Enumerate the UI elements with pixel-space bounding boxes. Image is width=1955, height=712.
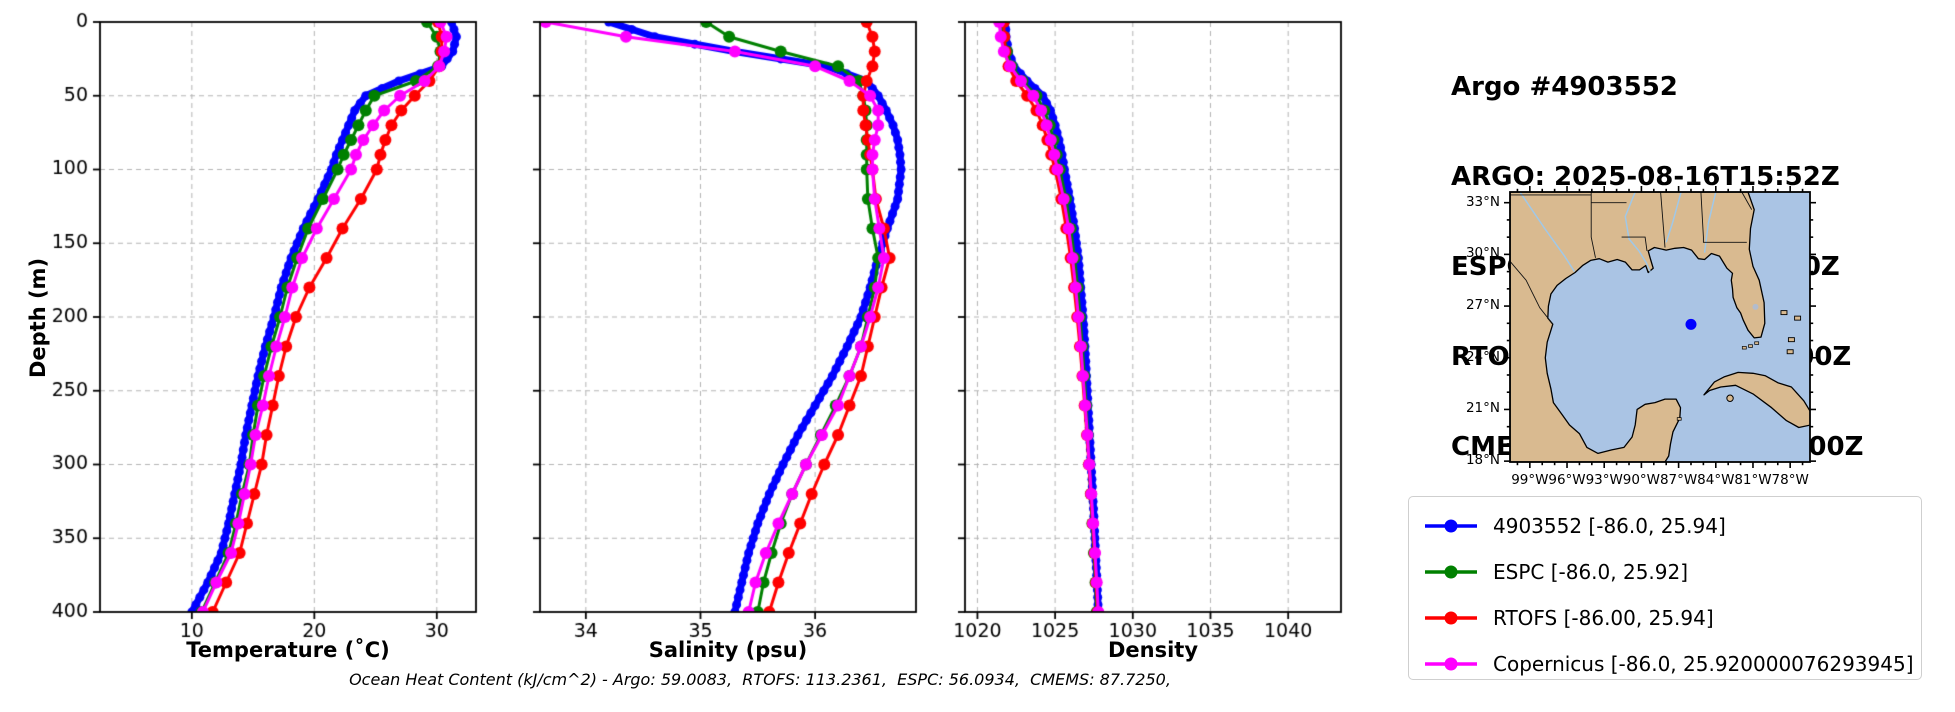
- legend-label-argo: 4903552 [-86.0, 25.94]: [1493, 514, 1726, 538]
- lon-tick-label: 93°W: [1585, 472, 1623, 488]
- legend-row-argo: 4903552 [-86.0, 25.94]: [1423, 503, 1921, 549]
- map-canvas: [1504, 186, 1816, 468]
- legend-label-espc: ESPC [-86.0, 25.92]: [1493, 560, 1689, 584]
- lon-tick-label: 87°W: [1659, 472, 1698, 488]
- lon-tick-label: 78°W: [1771, 472, 1809, 488]
- lat-tick-label: 21°N: [1465, 400, 1500, 417]
- lat-tick-label: 30°N: [1465, 245, 1500, 262]
- argo-line-sample: [1425, 519, 1477, 533]
- lat-tick-label: 33°N: [1465, 193, 1500, 210]
- float-position-marker: [1685, 318, 1697, 330]
- lat-tick-label: 27°N: [1465, 297, 1500, 314]
- legend: 4903552 [-86.0, 25.94] ESPC [-86.0, 25.9…: [1408, 496, 1922, 680]
- legend-row-espc: ESPC [-86.0, 25.92]: [1423, 549, 1921, 595]
- lon-tick-label: 96°W: [1548, 472, 1586, 488]
- float-id-title: Argo #4903552: [1451, 72, 1678, 102]
- lat-tick-label: 18°N: [1465, 452, 1500, 469]
- ocean-heat-content-caption: Ocean Heat Content (kJ/cm^2) - Argo: 59.…: [349, 670, 1171, 689]
- legend-label-rtofs: RTOFS [-86.00, 25.94]: [1493, 606, 1714, 630]
- gulf-of-mexico-map: [1504, 186, 1816, 468]
- lat-tick-label: 24°N: [1465, 348, 1500, 365]
- temperature-axis-title: Temperature (˚C): [186, 638, 390, 662]
- depth-axis-label: Depth (m): [26, 257, 50, 379]
- legend-row-copernicus: Copernicus [-86.0, 25.920000076293945]: [1423, 641, 1921, 687]
- salinity-axis-title: Salinity (psu): [648, 638, 808, 662]
- lon-tick-label: 81°W: [1734, 472, 1772, 488]
- legend-label-copernicus: Copernicus [-86.0, 25.920000076293945]: [1493, 652, 1914, 676]
- argo-timestamp: ARGO: 2025-08-16T15:52Z: [1451, 162, 1840, 192]
- copernicus-line-sample: [1425, 657, 1477, 671]
- lon-tick-label: 99°W: [1511, 472, 1549, 488]
- espc-line-sample: [1425, 565, 1477, 579]
- lon-tick-label: 84°W: [1697, 472, 1735, 488]
- rtofs-line-sample: [1425, 611, 1477, 625]
- legend-row-rtofs: RTOFS [-86.00, 25.94]: [1423, 595, 1921, 641]
- lon-tick-label: 90°W: [1622, 472, 1661, 488]
- density-axis-title: Density: [1107, 638, 1199, 662]
